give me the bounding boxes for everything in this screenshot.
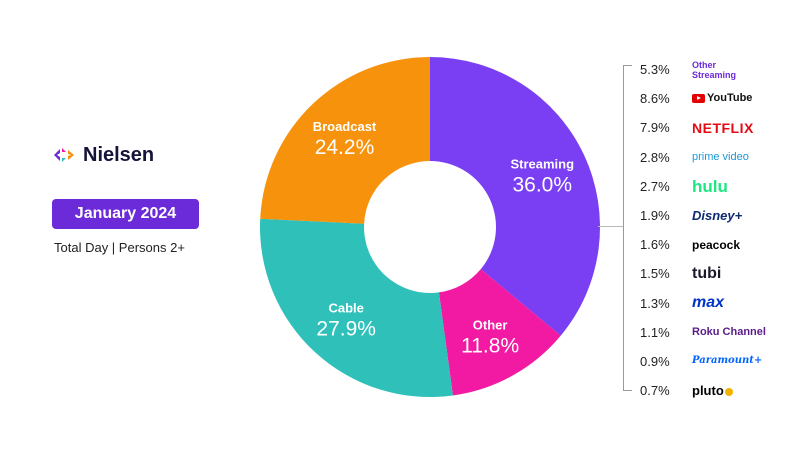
youtube-logo: YouTube bbox=[692, 93, 752, 104]
disney-plus-logo: Disney+ bbox=[692, 208, 743, 224]
date-badge: January 2024 bbox=[52, 199, 199, 229]
breakdown-row-netflix: 7.9% NETFLIX bbox=[640, 113, 795, 142]
breakdown-value: 1.6% bbox=[640, 237, 670, 253]
youtube-play-icon bbox=[692, 94, 705, 104]
roku-channel-logo: Roku Channel bbox=[692, 326, 766, 339]
prime-video-logo: prime video bbox=[692, 150, 749, 163]
slice-label-cable: Cable bbox=[328, 300, 363, 315]
breakdown-row-disney-plus: 1.9% Disney+ bbox=[640, 201, 795, 230]
breakdown-value: 5.3% bbox=[640, 62, 670, 78]
slice-value-other: 11.8% bbox=[461, 334, 519, 357]
breakdown-row-prime-video: 2.8% prime video bbox=[640, 143, 795, 172]
slice-value-streaming: 36.0% bbox=[512, 173, 572, 196]
breakdown-row-max: 1.3% max bbox=[640, 289, 795, 318]
breakdown-value: 1.1% bbox=[640, 324, 670, 340]
slice-label-broadcast: Broadcast bbox=[313, 119, 377, 134]
breakdown-value: 1.9% bbox=[640, 208, 670, 224]
breakdown-row-peacock: 1.6% peacock bbox=[640, 230, 795, 259]
breakdown-value: 2.8% bbox=[640, 149, 670, 165]
tubi-logo: tubi bbox=[692, 264, 722, 282]
streaming-breakdown: 5.3% Other Streaming 8.6% YouTube 7.9% N… bbox=[640, 55, 795, 405]
hulu-logo: hulu bbox=[692, 176, 728, 196]
breakdown-value: 2.7% bbox=[640, 178, 670, 194]
pluto-dot-icon bbox=[724, 387, 733, 396]
breakdown-value: 7.9% bbox=[640, 120, 670, 136]
breakdown-row-other-streaming: 5.3% Other Streaming bbox=[640, 55, 795, 84]
donut-slice-other bbox=[438, 269, 561, 396]
subtitle: Total Day | Persons 2+ bbox=[54, 240, 185, 255]
brand-name: Nielsen bbox=[83, 143, 155, 166]
pluto-logo: pluto bbox=[692, 384, 733, 397]
netflix-logo: NETFLIX bbox=[692, 119, 754, 136]
breakdown-row-pluto: 0.7% pluto bbox=[640, 376, 795, 405]
slice-value-broadcast: 24.2% bbox=[315, 136, 375, 159]
breakdown-row-hulu: 2.7% hulu bbox=[640, 172, 795, 201]
donut-slice-broadcast bbox=[260, 57, 430, 224]
pluto-label: pluto bbox=[692, 383, 724, 399]
slice-value-cable: 27.9% bbox=[316, 317, 376, 340]
brand: Nielsen bbox=[52, 143, 154, 167]
breakdown-row-paramount-plus: 0.9% Paramount+ bbox=[640, 347, 795, 376]
donut-slice-streaming bbox=[430, 57, 601, 336]
peacock-logo: peacock bbox=[692, 237, 741, 252]
breakdown-value: 1.5% bbox=[640, 266, 670, 282]
breakdown-value: 8.6% bbox=[640, 91, 670, 107]
max-logo: max bbox=[692, 294, 725, 312]
breakdown-row-tubi: 1.5% tubi bbox=[640, 259, 795, 288]
nielsen-logo-icon bbox=[54, 148, 74, 162]
youtube-label: YouTube bbox=[707, 92, 753, 105]
paramount-plus-logo: Paramount+ bbox=[692, 355, 763, 367]
breakdown-value: 0.7% bbox=[640, 383, 670, 399]
breakdown-row-youtube: 8.6% YouTube bbox=[640, 84, 795, 113]
other-streaming-label: Other Streaming bbox=[692, 59, 737, 80]
donut-slice-cable bbox=[260, 218, 453, 397]
breakdown-value: 0.9% bbox=[640, 353, 670, 369]
slice-label-other: Other bbox=[473, 317, 508, 332]
breakdown-value: 1.3% bbox=[640, 295, 670, 311]
slice-label-streaming: Streaming bbox=[510, 156, 574, 171]
breakdown-connector bbox=[598, 226, 624, 227]
breakdown-row-roku-channel: 1.1% Roku Channel bbox=[640, 318, 795, 347]
breakdown-bracket bbox=[623, 65, 632, 391]
